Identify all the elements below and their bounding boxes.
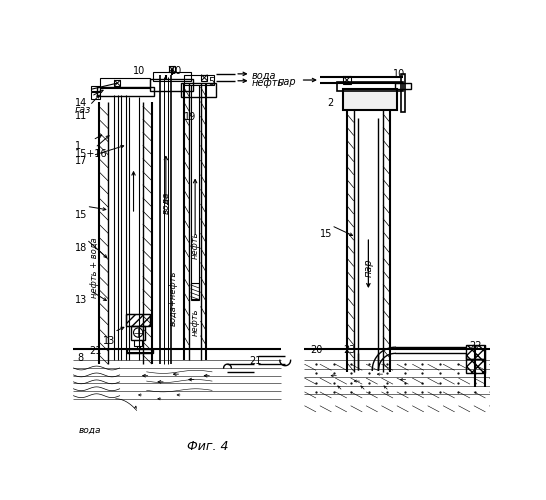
Text: вода: вода: [79, 426, 102, 434]
Bar: [343, 90, 397, 110]
Bar: [466, 359, 485, 372]
Bar: [114, 80, 121, 86]
Text: вода+нефть: вода+нефть: [169, 271, 178, 326]
Bar: [181, 83, 216, 97]
Bar: [337, 82, 403, 91]
Text: газ: газ: [75, 104, 91, 115]
Bar: [343, 76, 351, 84]
Bar: [131, 326, 145, 340]
Text: пар: пар: [277, 77, 296, 87]
Text: 21: 21: [89, 346, 101, 356]
Text: вода: вода: [162, 191, 170, 214]
Bar: [169, 66, 175, 72]
Text: нефть: нефть: [191, 308, 200, 336]
Text: 20: 20: [311, 345, 323, 355]
Text: 8: 8: [78, 352, 84, 362]
Text: нефть + вода: нефть + вода: [90, 238, 99, 298]
Text: 10: 10: [170, 66, 182, 76]
Text: нефть: нефть: [252, 78, 284, 88]
Bar: [126, 314, 150, 326]
Bar: [153, 72, 191, 81]
Text: 21: 21: [249, 356, 262, 366]
Text: 1: 1: [75, 141, 81, 151]
Text: вода: вода: [252, 71, 277, 81]
Text: 17: 17: [75, 156, 87, 166]
Text: 15: 15: [75, 210, 87, 220]
Bar: [134, 340, 142, 345]
Text: нефть: нефть: [191, 231, 200, 258]
Text: 22: 22: [469, 341, 482, 351]
Bar: [100, 78, 151, 88]
Text: 18: 18: [75, 244, 87, 254]
Bar: [466, 345, 485, 359]
Text: 11: 11: [75, 111, 87, 121]
Bar: [201, 74, 207, 81]
Bar: [191, 284, 199, 300]
Bar: [126, 314, 150, 326]
Bar: [91, 86, 100, 91]
Text: 2: 2: [328, 98, 334, 108]
Bar: [91, 92, 100, 98]
Text: 23: 23: [343, 345, 355, 355]
Text: 13: 13: [103, 336, 115, 345]
Bar: [183, 76, 215, 84]
Text: 5: 5: [208, 77, 215, 87]
Text: 13: 13: [75, 295, 87, 305]
Bar: [401, 74, 405, 112]
Text: 15+16: 15+16: [75, 148, 108, 158]
Text: 10: 10: [133, 66, 145, 76]
Bar: [127, 349, 153, 352]
Bar: [97, 87, 155, 96]
Text: 14: 14: [75, 98, 87, 108]
Bar: [395, 83, 411, 89]
Text: 10: 10: [393, 69, 405, 79]
Text: 15: 15: [320, 230, 332, 239]
Text: Фиг. 4: Фиг. 4: [187, 440, 229, 452]
Text: пар: пар: [364, 258, 373, 277]
Text: 19: 19: [183, 112, 196, 122]
Bar: [151, 79, 193, 91]
